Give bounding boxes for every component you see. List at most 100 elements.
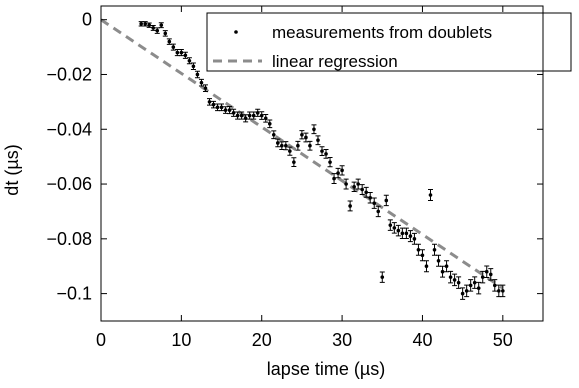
data-point bbox=[331, 173, 337, 184]
data-marker bbox=[380, 275, 385, 279]
data-marker bbox=[211, 102, 216, 107]
data-marker bbox=[223, 108, 228, 112]
data-marker bbox=[332, 176, 336, 181]
data-point bbox=[452, 273, 458, 287]
data-point bbox=[371, 197, 377, 209]
data-point bbox=[419, 249, 425, 262]
data-point bbox=[211, 100, 217, 109]
data-point bbox=[492, 279, 498, 292]
y-tick-label: −0.1 bbox=[56, 284, 92, 304]
data-marker bbox=[388, 223, 393, 227]
data-marker bbox=[247, 113, 252, 118]
data-point bbox=[327, 156, 333, 168]
data-point bbox=[391, 222, 397, 234]
data-point bbox=[267, 119, 273, 129]
data-marker bbox=[251, 113, 256, 118]
data-point bbox=[202, 84, 208, 92]
data-marker bbox=[215, 105, 220, 110]
x-tick-label: 50 bbox=[493, 330, 513, 350]
data-marker bbox=[308, 143, 312, 148]
data-marker bbox=[280, 143, 284, 148]
data-point bbox=[275, 138, 281, 148]
x-axis-label: lapse time (µs) bbox=[267, 359, 385, 379]
data-marker bbox=[404, 231, 409, 236]
data-marker bbox=[276, 141, 280, 145]
data-marker bbox=[448, 275, 453, 279]
legend-box bbox=[206, 12, 572, 72]
data-point bbox=[142, 21, 148, 27]
data-point bbox=[359, 184, 365, 195]
data-point bbox=[427, 189, 433, 201]
data-marker bbox=[336, 171, 340, 175]
data-marker bbox=[416, 247, 421, 252]
data-point bbox=[219, 103, 225, 112]
y-tick-label: −0.08 bbox=[46, 229, 92, 249]
data-marker bbox=[143, 22, 147, 26]
data-point bbox=[287, 146, 293, 156]
data-point bbox=[347, 200, 353, 212]
data-marker bbox=[392, 226, 397, 230]
data-marker bbox=[352, 184, 356, 189]
data-marker bbox=[199, 80, 204, 85]
data-point bbox=[271, 130, 277, 140]
x-tick-label: 40 bbox=[412, 330, 432, 350]
data-marker bbox=[163, 31, 168, 36]
y-axis-label: dt (µs) bbox=[2, 144, 22, 195]
data-point bbox=[255, 108, 261, 117]
data-point bbox=[311, 124, 317, 135]
data-marker bbox=[484, 269, 489, 274]
x-tick-label: 0 bbox=[96, 330, 106, 350]
data-point bbox=[468, 279, 474, 292]
regression-line bbox=[100, 18, 504, 290]
data-point bbox=[411, 232, 417, 245]
data-marker bbox=[468, 283, 473, 288]
data-point bbox=[162, 30, 168, 37]
data-marker bbox=[320, 149, 324, 153]
data-point bbox=[407, 230, 413, 243]
data-point bbox=[307, 140, 313, 151]
data-marker bbox=[420, 253, 425, 258]
x-axis-ticks: 0 10 20 30 40 50 bbox=[96, 6, 513, 350]
x-tick-label: 30 bbox=[332, 330, 352, 350]
data-marker bbox=[243, 116, 248, 121]
data-marker bbox=[203, 86, 208, 90]
data-marker bbox=[492, 283, 497, 288]
data-marker bbox=[364, 190, 369, 195]
data-point bbox=[319, 146, 325, 157]
data-point bbox=[472, 276, 478, 289]
data-point bbox=[367, 192, 373, 204]
data-marker bbox=[444, 264, 449, 269]
data-marker bbox=[267, 121, 272, 126]
data-marker bbox=[497, 289, 501, 293]
data-point bbox=[351, 181, 357, 192]
data-point bbox=[295, 140, 301, 151]
data-marker bbox=[460, 291, 465, 296]
data-marker bbox=[219, 105, 224, 110]
data-point bbox=[227, 106, 233, 115]
data-marker bbox=[432, 247, 437, 252]
data-point bbox=[291, 157, 297, 168]
data-marker bbox=[304, 135, 308, 140]
data-point bbox=[339, 165, 345, 176]
data-point bbox=[387, 219, 393, 231]
data-point bbox=[251, 111, 257, 120]
data-marker bbox=[239, 113, 244, 118]
y-axis-ticks: 0 −0.02 −0.04 −0.06 −0.08 −0.1 bbox=[46, 10, 543, 304]
data-marker bbox=[428, 193, 433, 197]
data-marker bbox=[187, 58, 192, 63]
data-marker bbox=[171, 45, 176, 49]
data-point bbox=[423, 260, 429, 273]
data-marker bbox=[464, 289, 469, 293]
data-marker bbox=[340, 168, 344, 173]
data-point bbox=[150, 24, 156, 31]
data-point bbox=[158, 22, 164, 29]
data-marker bbox=[396, 228, 401, 233]
data-point bbox=[178, 49, 184, 57]
data-marker bbox=[227, 108, 232, 112]
data-marker bbox=[472, 280, 477, 285]
data-point bbox=[299, 130, 305, 140]
data-marker bbox=[408, 234, 413, 238]
data-point bbox=[206, 98, 212, 106]
data-marker bbox=[344, 182, 348, 186]
data-point bbox=[343, 178, 349, 190]
